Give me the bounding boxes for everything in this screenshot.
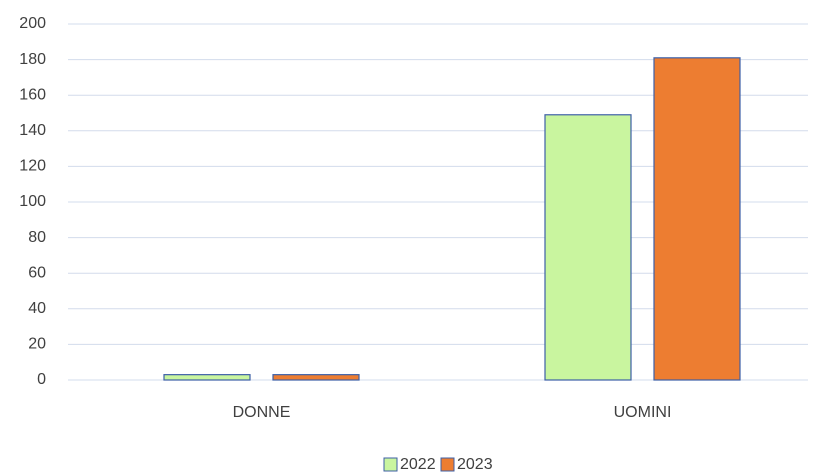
bar xyxy=(163,374,251,381)
x-tick-label: DONNE xyxy=(233,404,291,421)
legend-swatch xyxy=(440,457,455,472)
bar xyxy=(653,57,741,381)
bar xyxy=(544,114,632,381)
bar xyxy=(272,374,360,381)
y-tick-label: 0 xyxy=(37,371,46,388)
y-tick-label: 140 xyxy=(19,122,46,139)
y-tick-label: 100 xyxy=(19,193,46,210)
y-tick-label: 20 xyxy=(28,336,46,353)
y-tick-label: 120 xyxy=(19,158,46,175)
x-tick-label: UOMINI xyxy=(614,404,672,421)
legend-label: 2022 xyxy=(400,456,436,473)
y-tick-label: 80 xyxy=(28,229,46,246)
y-tick-label: 40 xyxy=(28,300,46,317)
legend-swatch xyxy=(383,457,398,472)
y-tick-label: 180 xyxy=(19,51,46,68)
y-tick-label: 160 xyxy=(19,86,46,103)
y-tick-label: 200 xyxy=(19,15,46,32)
y-tick-label: 60 xyxy=(28,264,46,281)
legend-label: 2023 xyxy=(457,456,493,473)
